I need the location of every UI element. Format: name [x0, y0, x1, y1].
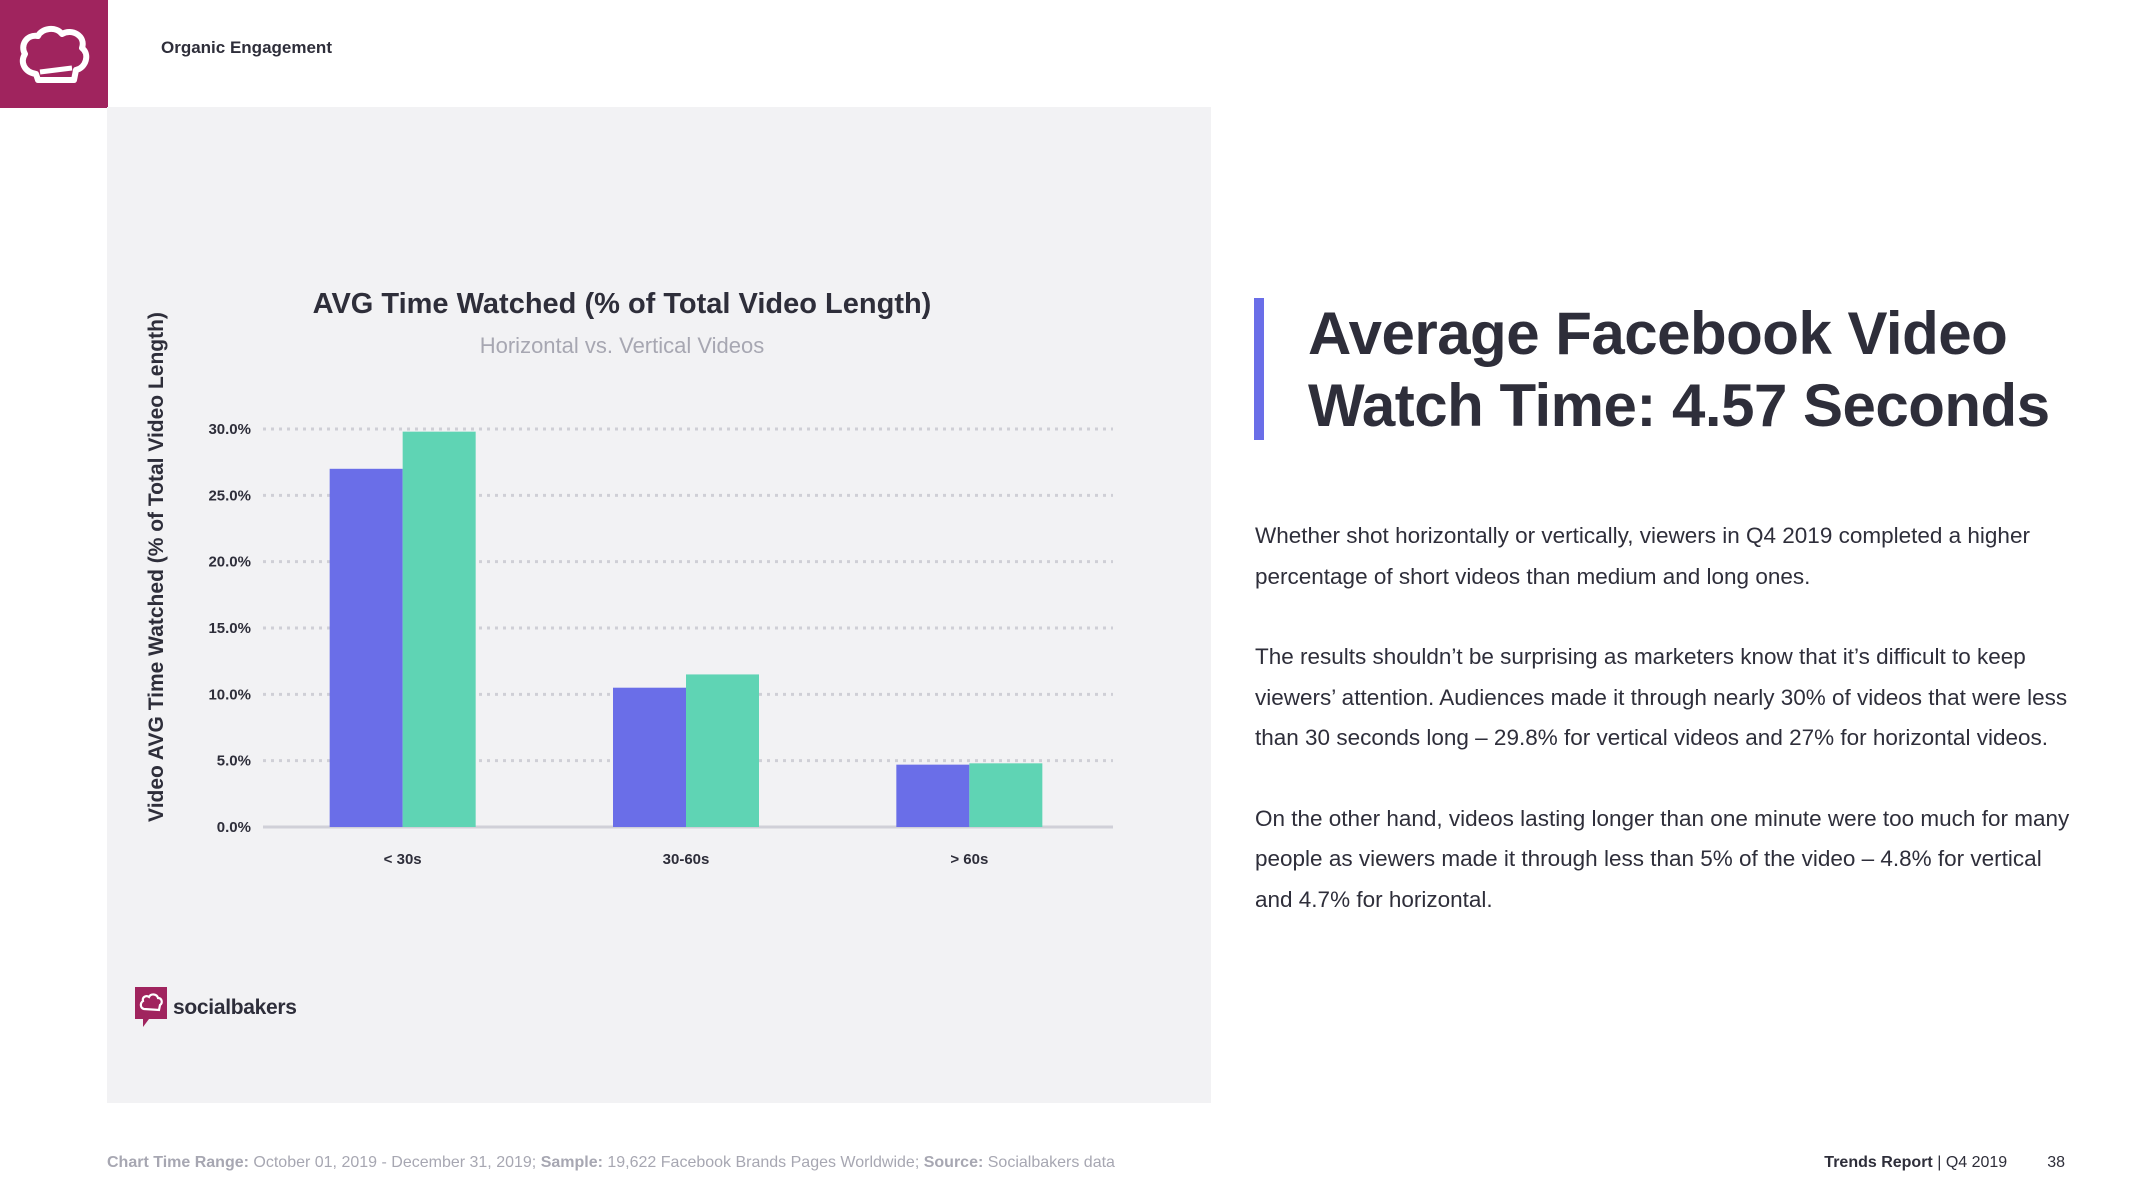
chart-footnote: Chart Time Range: October 01, 2019 - Dec… [107, 1154, 1115, 1172]
report-footer: Trends Report | Q4 2019 38 [1824, 1154, 2065, 1172]
bar-series-2-0 [402, 431, 476, 827]
range-value: October 01, 2019 - December 31, 2019; [248, 1154, 541, 1171]
y-tick-label: 20.0% [208, 554, 251, 571]
chef-hat-icon [19, 26, 90, 83]
brand-name: socialbakers [173, 996, 297, 1019]
sample-value: 19,622 Facebook Brands Pages Worldwide; [602, 1154, 924, 1171]
bar-series-1-2 [896, 764, 970, 827]
bar-series-1-0 [329, 468, 403, 827]
paragraph-1: Whether shot horizontally or vertically,… [1255, 523, 2030, 589]
x-tick-label: < 30s [384, 851, 422, 868]
y-tick-label: 30.0% [208, 421, 251, 438]
bar-series-1-1 [613, 687, 686, 827]
paragraph-3: On the other hand, videos lasting longer… [1255, 805, 2070, 912]
bar-chart: AVG Time Watched (% of Total Video Lengt… [145, 288, 1113, 868]
y-tick-label: 15.0% [208, 620, 251, 637]
chart-subtitle: Horizontal vs. Vertical Videos [480, 333, 765, 358]
report-period: | Q4 2019 [1932, 1154, 2008, 1171]
headline-line-2: Watch Time: 4.57 Seconds [1308, 372, 2050, 439]
socialbakers-logo-icon [135, 987, 167, 1027]
y-axis-label: Video AVG Time Watched (% of Total Video… [145, 312, 168, 822]
article-body: Whether shot horizontally or vertically,… [1255, 516, 2075, 960]
x-tick-label: > 60s [950, 851, 988, 868]
chart-title: AVG Time Watched (% of Total Video Lengt… [313, 288, 932, 320]
y-tick-label: 0.0% [217, 819, 251, 836]
headline: Average Facebook Video Watch Time: 4.57 … [1308, 298, 2108, 442]
sample-label: Sample: [540, 1154, 603, 1171]
bar-series-2-2 [969, 763, 1043, 827]
headline-accent-bar [1254, 298, 1264, 440]
page-number: 38 [2047, 1154, 2065, 1171]
header-logo [0, 0, 108, 108]
section-label: Organic Engagement [161, 38, 332, 57]
source-value: Socialbakers data [983, 1154, 1115, 1171]
paragraph-2: The results shouldn’t be surprising as m… [1255, 644, 2068, 750]
report-name: Trends Report [1824, 1154, 1933, 1171]
y-tick-label: 5.0% [217, 753, 251, 770]
socialbakers-brand: socialbakers [135, 987, 297, 1029]
y-tick-label: 25.0% [208, 487, 251, 504]
x-tick-label: 30-60s [663, 851, 710, 868]
source-label: Source: [923, 1154, 984, 1171]
y-tick-label: 10.0% [208, 686, 251, 703]
range-label: Chart Time Range: [107, 1154, 249, 1171]
bar-series-2-1 [686, 674, 759, 827]
headline-line-1: Average Facebook Video [1308, 300, 2008, 367]
chart-panel: AVG Time Watched (% of Total Video Lengt… [107, 107, 1211, 1103]
